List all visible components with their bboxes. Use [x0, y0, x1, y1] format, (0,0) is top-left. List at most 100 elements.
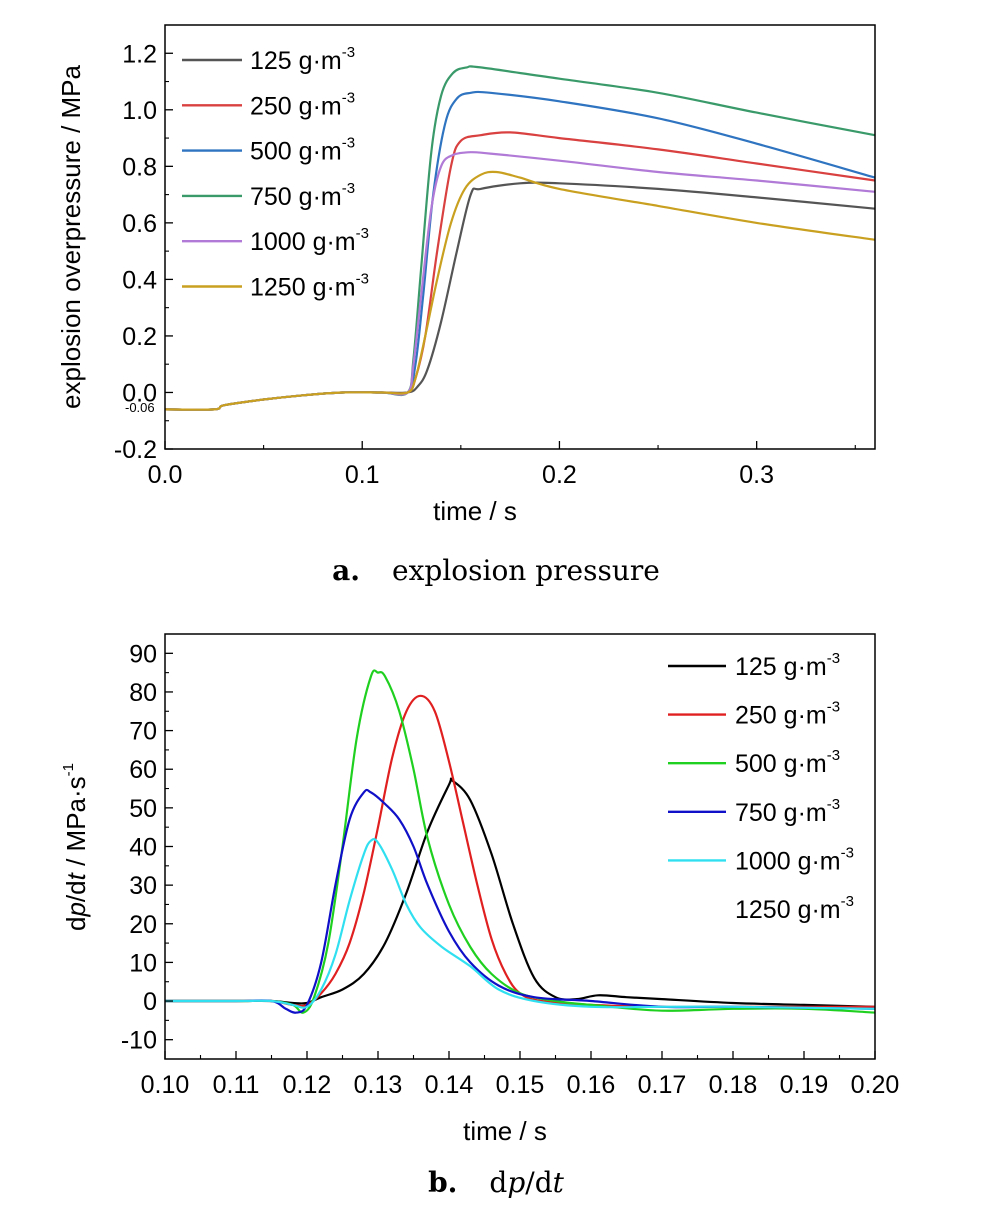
- chart-a-legend-unit-exp: -3: [356, 225, 369, 242]
- chart-b-series-line-750: [165, 788, 876, 1014]
- chart-b-plot-area: [165, 669, 876, 1014]
- chart-b-ylabel-d: d: [61, 917, 91, 931]
- chart-a-caption-text: explosion pressure: [392, 554, 660, 587]
- chart-b-ylabel-p: p: [61, 902, 91, 917]
- chart-a-series-line-1250: [164, 170, 876, 411]
- chart-a-legend-unit-exp: -3: [356, 271, 369, 288]
- chart-b-caption-label: b.: [428, 1166, 457, 1199]
- chart-b-caption-d: d: [489, 1166, 507, 1199]
- chart-a-legend-name: 500: [250, 138, 299, 166]
- chart-b-x-tick-label: 0.16: [567, 1071, 616, 1099]
- chart-a-y-tick-label: 0.4: [122, 266, 157, 294]
- chart-b-legend-unit: g·m: [784, 750, 827, 778]
- chart-b-ylabel-unit: / MPa·s: [61, 776, 91, 873]
- chart-a-legend-unit: g·m: [299, 47, 342, 75]
- chart-b-legend-unit-exp: -3: [827, 699, 840, 716]
- chart-b-legend-name: 125: [735, 653, 784, 681]
- chart-a-x-tick-label: 0.0: [148, 461, 183, 489]
- chart-b-x-tick-label: 0.17: [638, 1071, 687, 1099]
- chart-b-y-ticks: -10 0 10 20 30 40 50 60 70 80 90: [121, 640, 173, 1055]
- chart-b-y-tick-label: 50: [129, 795, 157, 823]
- chart-b-y-tick-label: 80: [129, 679, 157, 707]
- chart-b-legend-unit: g·m: [784, 653, 827, 681]
- chart-a-y-tick-label: 1.2: [122, 40, 157, 68]
- chart-a-legend-unit: g·m: [313, 228, 356, 256]
- chart-b-x-tick-label: 0.18: [709, 1071, 758, 1099]
- chart-b-y-tick-label: 70: [129, 718, 157, 746]
- chart-b-legend-unit-exp: -3: [827, 650, 840, 667]
- chart-b-x-tick-label: 0.15: [496, 1071, 545, 1099]
- chart-b-legend-name: 1250: [735, 896, 798, 924]
- chart-b-y-tick-label: -10: [121, 1027, 157, 1055]
- chart-a-legend-unit-exp: -3: [342, 180, 355, 197]
- chart-b-legend-unit-exp: -3: [827, 747, 840, 764]
- chart-a-x-axis-label: time / s: [433, 496, 517, 526]
- chart-a-legend-unit-exp: -3: [342, 135, 355, 152]
- chart-b-x-tick-label: 0.20: [851, 1071, 900, 1099]
- chart-a-legend-unit: g·m: [299, 92, 342, 120]
- chart-b-legend-unit-exp: -3: [827, 796, 840, 813]
- chart-b-series-line-1000: [165, 838, 876, 1010]
- chart-a-y-tick-label: 0.8: [122, 153, 157, 181]
- chart-a-legend-label-1250: 1250 g·m-3: [250, 271, 369, 302]
- chart-b-legend-name: 750: [735, 799, 784, 827]
- chart-b-y-tick-label: 20: [129, 911, 157, 939]
- chart-a-y-ticks: -0.2 0.0 0.2 0.4 0.6 0.8 1.0 1.2: [114, 40, 173, 464]
- chart-b-legend-label-1250: 1250 g·m-3: [735, 893, 854, 924]
- chart-a-y-axis-label: explosion overpressure / MPa: [56, 64, 86, 408]
- chart-b-legend-name: 1000: [735, 847, 798, 875]
- chart-b-x-ticks: 0.10 0.11 0.12 0.13 0.14 0.15 0.16 0.17 0.18 0.19…: [141, 1051, 900, 1099]
- chart-b-legend-name: 250: [735, 702, 784, 730]
- chart-b-x-tick-label: 0.11: [213, 1071, 260, 1099]
- chart-b-legend-label-125: 125 g·m-3: [735, 650, 840, 681]
- chart-b-y-tick-label: 90: [129, 640, 157, 668]
- chart-b-legend-unit: g·m: [798, 847, 841, 875]
- chart-a-legend-unit: g·m: [313, 274, 356, 302]
- chart-a-legend-name: 1000: [250, 228, 313, 256]
- chart-a-annotation: -0.06: [125, 400, 155, 415]
- chart-a-legend-label-1000: 1000 g·m-3: [250, 225, 369, 256]
- chart-a-legend-name: 250: [250, 92, 299, 120]
- chart-a-y-tick-label: 0.6: [122, 210, 157, 238]
- chart-a-x-tick-label: 0.3: [739, 461, 774, 489]
- chart-a-legend-label-125: 125 g·m-3: [250, 44, 355, 75]
- chart-b-caption-t: t: [553, 1166, 565, 1199]
- chart-a-plot-area: [164, 65, 876, 411]
- chart-b-legend-unit: g·m: [798, 896, 841, 924]
- chart-b-y-tick-label: 60: [129, 756, 157, 784]
- chart-a-y-tick-label: 0.0: [122, 379, 157, 407]
- chart-a-caption: a. explosion pressure: [332, 554, 660, 587]
- chart-b-ylabel-exp: -1: [60, 763, 77, 776]
- chart-b-caption: b. dp/dt: [428, 1166, 565, 1199]
- chart-b-legend-unit-exp: -3: [841, 844, 854, 861]
- chart-a-x-tick-label: 0.2: [542, 461, 577, 489]
- chart-a-frame: [164, 24, 876, 450]
- chart-b-y-tick-label: 30: [129, 872, 157, 900]
- chart-a-legend-label-750: 750 g·m-3: [250, 180, 355, 211]
- chart-a-legend-label-500: 500 g·m-3: [250, 135, 355, 166]
- chart-b-legend-label-750: 750 g·m-3: [735, 796, 840, 827]
- chart-b-legend-unit: g·m: [784, 702, 827, 730]
- chart-b-caption-p: p: [507, 1166, 525, 1199]
- chart-b-legend-label-250: 250 g·m-3: [735, 699, 840, 730]
- chart-b-y-tick-label: 0: [143, 988, 157, 1016]
- chart-b-x-tick-label: 0.13: [354, 1071, 403, 1099]
- chart-a-legend-unit-exp: -3: [342, 44, 355, 61]
- chart-b-x-tick-label: 0.12: [283, 1071, 332, 1099]
- chart-b-y-tick-label: 40: [129, 834, 157, 862]
- chart-b-x-axis-label: time / s: [463, 1116, 547, 1146]
- chart-b-caption-mid: /d: [525, 1166, 552, 1199]
- chart-b-x-tick-label: 0.14: [425, 1071, 474, 1099]
- chart-b-legend-name: 500: [735, 750, 784, 778]
- chart-a-legend-name: 125: [250, 47, 299, 75]
- chart-a-legend-label-250: 250 g·m-3: [250, 89, 355, 120]
- chart-a-y-tick-label: 1.0: [122, 97, 157, 125]
- chart-b-x-tick-label: 0.19: [780, 1071, 829, 1099]
- chart-a-y-tick-label: -0.2: [114, 436, 157, 464]
- chart-b-dpdt: 0.10 0.11 0.12 0.13 0.14 0.15 0.16 0.17 0.18 0.19…: [60, 633, 900, 1199]
- chart-a-legend-unit-exp: -3: [342, 89, 355, 106]
- chart-a-series-line-250: [164, 131, 876, 411]
